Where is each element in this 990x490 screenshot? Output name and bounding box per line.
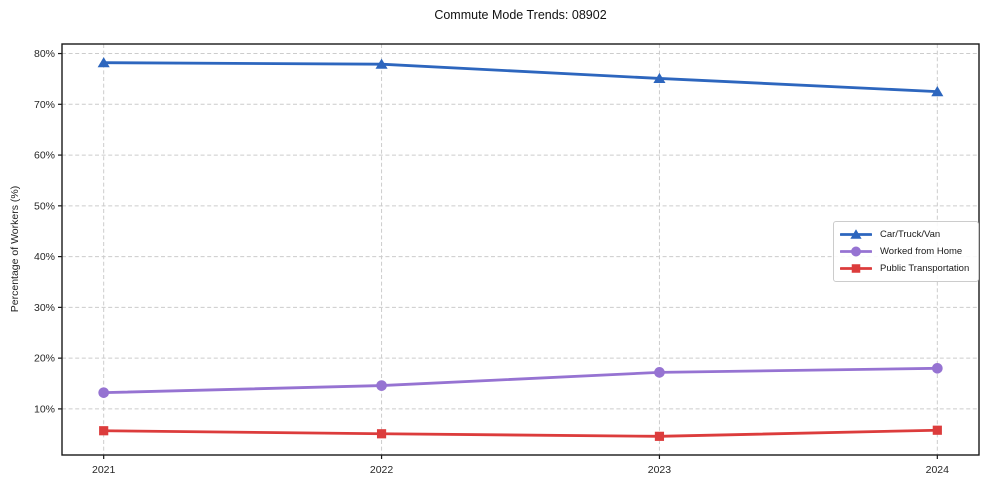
square-marker	[99, 426, 109, 436]
triangle-marker	[653, 72, 666, 84]
gridlines	[62, 44, 979, 455]
circle-marker	[376, 380, 387, 391]
triangle-marker	[931, 86, 944, 97]
square-marker	[932, 425, 942, 435]
series-worked-from-home	[98, 362, 943, 398]
y-tick-label: 30%	[34, 302, 55, 314]
legend-swatch	[840, 229, 872, 239]
x-tick-label: 2023	[648, 464, 672, 476]
legend-label: Car/Truck/Van	[880, 229, 941, 240]
y-tick-label: 70%	[34, 99, 55, 111]
series-line	[102, 61, 939, 94]
triangle-marker	[97, 57, 110, 68]
triangle-marker	[850, 229, 862, 239]
x-tick-label: 2022	[370, 464, 394, 476]
series-line	[102, 366, 939, 395]
chart-title: Commute Mode Trends: 08902	[434, 8, 607, 22]
tick-marks	[58, 52, 938, 459]
legend-label: Worked from Home	[880, 246, 963, 257]
legend-swatch	[840, 246, 872, 257]
x-tick-label: 2024	[926, 464, 950, 476]
y-tick-label: 20%	[34, 353, 55, 365]
y-tick-label: 10%	[34, 403, 55, 415]
square-marker	[376, 429, 387, 439]
y-tick-label: 50%	[34, 200, 55, 212]
legend-swatch	[840, 264, 872, 273]
circle-marker	[931, 362, 943, 374]
series-line	[102, 428, 939, 438]
circle-marker	[98, 387, 110, 398]
series-car-truck-van	[97, 57, 944, 97]
circle-marker	[851, 246, 861, 257]
tick-labels: 10% 20% 30% 40% 50% 60% 70% 80% 2021 2022 2023 2024	[34, 48, 949, 476]
triangle-marker	[375, 58, 388, 69]
circle-marker	[654, 367, 665, 378]
legend: Car/Truck/Van Worked from Home Public Tran…	[833, 221, 980, 282]
legend-item: Car/Truck/Van	[840, 226, 969, 243]
square-marker	[654, 431, 665, 441]
legend-item: Worked from Home	[840, 243, 969, 260]
legend-label: Public Transportation	[880, 263, 970, 274]
y-tick-label: 60%	[34, 150, 55, 162]
legend-item: Public Transportation	[840, 260, 969, 277]
y-tick-label: 40%	[34, 251, 55, 263]
y-tick-label: 80%	[34, 48, 55, 60]
square-marker	[851, 264, 861, 273]
x-tick-label: 2021	[92, 464, 116, 476]
series-public-transportation	[99, 425, 942, 441]
